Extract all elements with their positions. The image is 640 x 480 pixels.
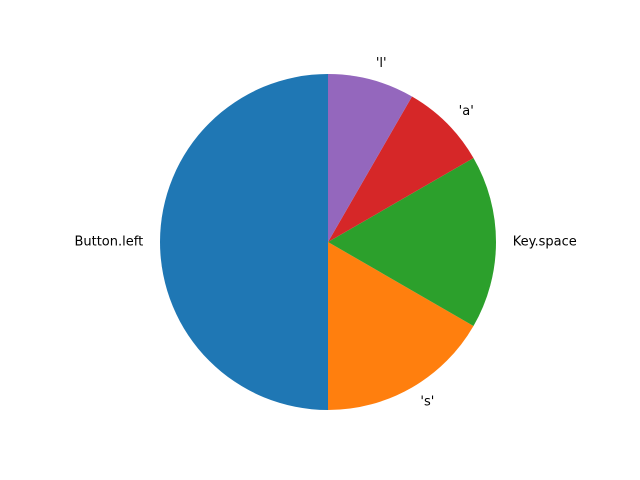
pie-label-a: 'a' — [459, 104, 474, 119]
pie-slice-l — [328, 74, 412, 242]
pie-slice-key-space — [328, 158, 496, 326]
pie-slice-s — [328, 242, 474, 410]
pie-label-key-space: Key.space — [513, 235, 577, 250]
pie-slice-a — [328, 96, 474, 243]
pie-label-l: 'l' — [376, 56, 387, 71]
pie-label-s: 's' — [420, 395, 434, 410]
pie-labels: Button.left 's' Key.space 'a' 'l' — [74, 56, 576, 410]
pie-slice-button-left — [160, 74, 328, 410]
pie-slices — [160, 74, 496, 410]
pie-label-button-left: Button.left — [74, 235, 143, 250]
